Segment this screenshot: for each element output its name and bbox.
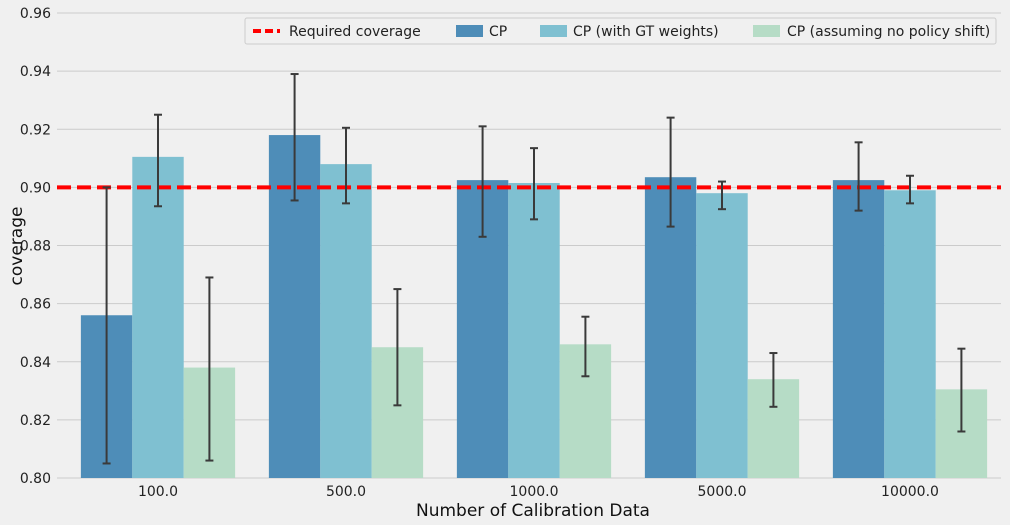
bar	[508, 183, 560, 478]
y-axis-label: coverage	[7, 207, 27, 286]
y-tick-label: 0.82	[20, 413, 51, 429]
legend-items: Required coverage CP CP (with GT weights) C…	[253, 24, 990, 40]
y-tick-label: 0.90	[20, 180, 51, 196]
bar	[132, 156, 184, 478]
bar	[696, 193, 748, 478]
y-tick-label: 0.88	[20, 239, 51, 255]
y-tick-label: 0.96	[20, 6, 51, 22]
y-tick-labels: 0.80 0.82 0.84 0.86 0.88 0.90 0.92 0.94 0.96	[20, 6, 51, 487]
x-tick-label: 500.0	[326, 484, 366, 500]
bar	[320, 164, 372, 478]
bar	[884, 190, 936, 478]
x-tick-labels: 100.0 500.0 1000.0 5000.0 10000.0	[138, 484, 939, 500]
y-tick-label: 0.80	[20, 471, 51, 487]
legend-label: CP (assuming no policy shift)	[787, 24, 990, 40]
bars	[80, 135, 988, 478]
y-tick-label: 0.86	[20, 297, 51, 313]
error-bars	[102, 73, 966, 465]
x-tick-label: 5000.0	[698, 484, 747, 500]
legend-label: CP (with GT weights)	[573, 24, 719, 40]
legend-label: CP	[489, 24, 507, 40]
x-tick-label: 10000.0	[881, 484, 939, 500]
y-tick-label: 0.92	[20, 122, 51, 138]
legend: Required coverage CP CP (with GT weights) C…	[244, 17, 997, 45]
x-tick-label: 100.0	[138, 484, 178, 500]
y-tick-label: 0.94	[20, 64, 51, 80]
legend-swatch	[456, 25, 483, 37]
legend-swatch	[753, 25, 780, 37]
legend-box	[244, 17, 997, 45]
legend-swatch	[540, 25, 567, 37]
x-axis-label: Number of Calibration Data	[416, 501, 650, 521]
bar	[832, 180, 885, 478]
y-tick-label: 0.84	[20, 355, 51, 371]
x-tick-label: 1000.0	[510, 484, 559, 500]
legend-label: Required coverage	[289, 24, 421, 40]
